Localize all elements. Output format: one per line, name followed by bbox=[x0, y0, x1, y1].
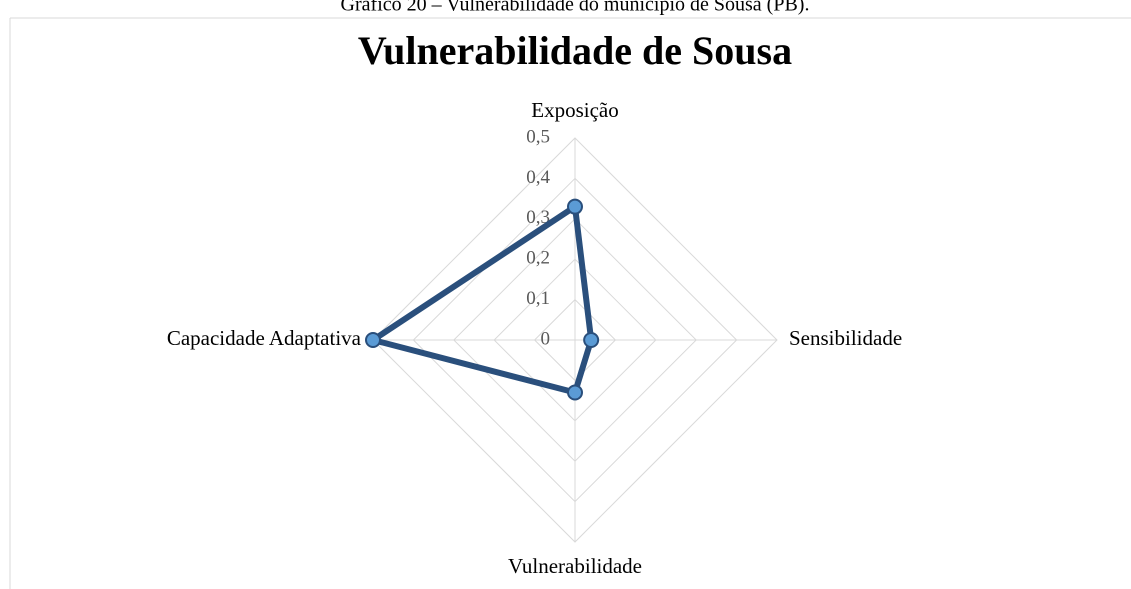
r-tick-label: 0,1 bbox=[526, 288, 550, 309]
plot-area: 0 0,1 0,2 0,3 0,4 0,5 Exposição Sensibilidade Vu… bbox=[167, 98, 902, 578]
series-marker bbox=[567, 384, 583, 401]
series-marker bbox=[365, 332, 381, 348]
category-label: Capacidade Adaptativa bbox=[167, 326, 362, 350]
r-tick-label: 0,4 bbox=[526, 167, 550, 188]
category-label: Sensibilidade bbox=[789, 326, 902, 350]
series-line bbox=[370, 203, 595, 396]
chart-title: Vulnerabilidade de Sousa bbox=[358, 28, 792, 73]
category-label: Vulnerabilidade bbox=[508, 554, 642, 578]
r-tick-label: 0,3 bbox=[526, 207, 550, 228]
r-tick-label: 0,2 bbox=[526, 248, 550, 269]
r-tick-label: 0 bbox=[541, 328, 551, 349]
category-label: Exposição bbox=[531, 98, 618, 122]
series-marker bbox=[583, 332, 600, 348]
series-marker bbox=[567, 198, 583, 215]
caption: Gráfico 20 – Vulnerabilidade do municípi… bbox=[341, 0, 810, 16]
r-tick-label: 0,5 bbox=[526, 126, 550, 147]
